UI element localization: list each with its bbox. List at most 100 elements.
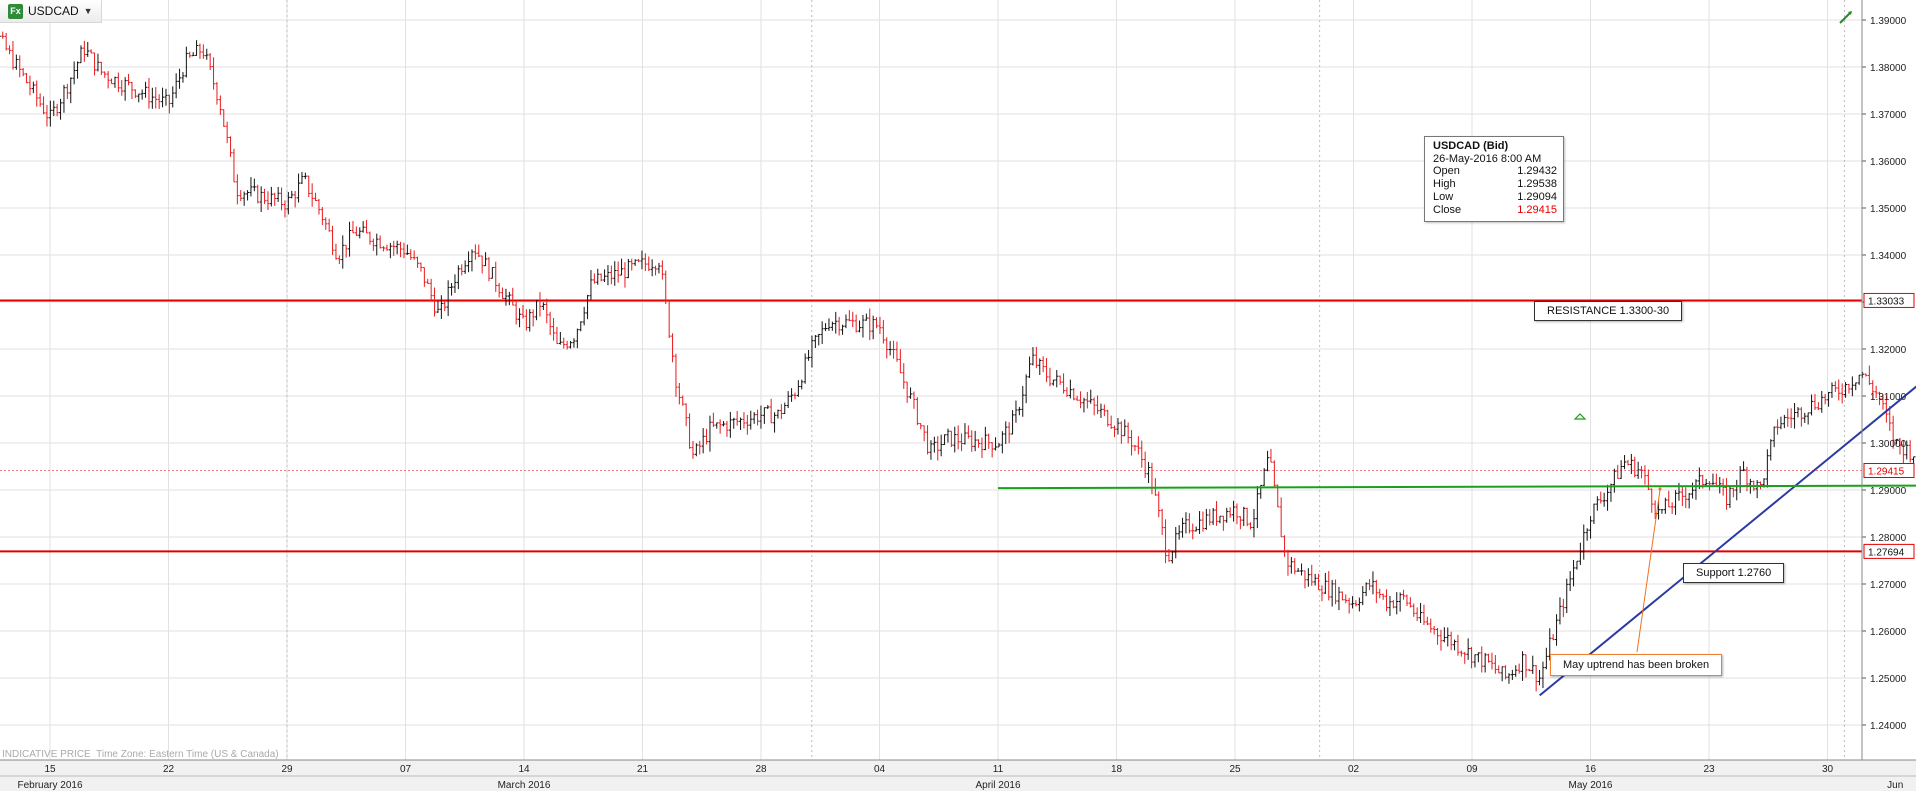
- ohlc-bar: [1456, 634, 1460, 656]
- ohlc-bar: [1048, 367, 1052, 387]
- x-tick-label: 07: [400, 764, 412, 775]
- ohlc-bar: [555, 326, 559, 344]
- ohlc-bar: [1062, 373, 1066, 394]
- resistance-annotation[interactable]: RESISTANCE 1.3300-30: [1534, 301, 1683, 321]
- ohlc-bar: [133, 89, 137, 99]
- ohlc-bar: [609, 265, 613, 285]
- ohlc-bar: [487, 257, 491, 282]
- ohlc-bar: [1786, 408, 1790, 427]
- ohlc-bar: [351, 221, 355, 234]
- uptrend-line: [1539, 385, 1916, 697]
- ohlc-bar: [997, 442, 1001, 448]
- ohlc-bar: [949, 430, 953, 447]
- ohlc-bar: [378, 235, 382, 249]
- ohlc-bar: [728, 411, 732, 438]
- ohlc-bar: [1041, 356, 1045, 373]
- ohlc-bar: [188, 51, 192, 58]
- pencil-trend-icon[interactable]: [1838, 9, 1854, 25]
- ohlc-info-box: USDCAD (Bid) 26-May-2016 8:00 AM Open 1.…: [1424, 136, 1564, 222]
- ohlc-bar: [936, 436, 940, 461]
- ohlc-bar: [1238, 516, 1242, 530]
- ohlc-bar: [1585, 528, 1589, 541]
- ohlc-bar: [1629, 453, 1633, 475]
- ohlc-bar: [1796, 407, 1800, 418]
- ohlc-bar: [694, 443, 698, 457]
- price-label-box: [1863, 292, 1915, 308]
- ohlc-bar: [42, 96, 46, 115]
- indicative-label: INDICATIVE PRICE: [2, 749, 91, 760]
- ohlc-bar: [412, 250, 416, 260]
- ohlc-bar: [1221, 515, 1225, 531]
- ohlc-bar: [422, 267, 426, 287]
- ohlc-bar: [735, 410, 739, 426]
- ohlc-bar: [514, 301, 518, 325]
- ohlc-bar: [718, 419, 722, 434]
- ohlc-bar: [1177, 525, 1181, 540]
- ohlc-bar: [99, 61, 103, 76]
- ohlc-bar: [314, 192, 318, 202]
- ohlc-bar: [1085, 391, 1089, 409]
- ohlc-bar: [1429, 618, 1433, 633]
- ohlc-bar: [878, 316, 882, 335]
- ohlc-bar: [242, 191, 246, 206]
- ohlc-bar: [1089, 389, 1093, 404]
- caret-down-icon[interactable]: ▼: [83, 6, 93, 16]
- ohlc-bar: [1473, 654, 1477, 668]
- ohlc-bar: [1371, 571, 1375, 595]
- ohlc-bar: [1123, 419, 1127, 437]
- ohlc-bar: [385, 244, 389, 251]
- ohlc-bar: [1204, 508, 1208, 530]
- ohlc-bar: [776, 409, 780, 419]
- x-tick-label: 09: [1466, 764, 1478, 775]
- ohlc-bar: [1398, 592, 1402, 612]
- ohlc-bar: [1769, 439, 1773, 461]
- green-level-line: [997, 484, 1916, 490]
- ohlc-bar: [371, 238, 375, 251]
- ohlc-bar: [681, 395, 685, 406]
- ohlc-bar: [1279, 497, 1283, 538]
- symbol-selector[interactable]: Fx USDCAD ▼: [0, 0, 102, 23]
- ohlc-bar: [613, 261, 617, 286]
- ohlc-bar: [538, 292, 542, 317]
- ohlc-bar: [766, 405, 770, 409]
- ohlc-bar: [1381, 593, 1385, 600]
- ohlc-bar: [1419, 602, 1423, 624]
- ohlc-bar: [759, 405, 763, 429]
- ohlc-bar: [572, 338, 576, 348]
- ohlc-bar: [286, 191, 290, 215]
- ohlc-bar: [1517, 663, 1521, 674]
- ohlc-bar: [813, 335, 817, 349]
- ohlc-bar: [983, 426, 987, 451]
- price-label: 1.27694: [1868, 547, 1905, 558]
- ohlc-bar: [1691, 482, 1695, 499]
- ohlc-bar: [1272, 460, 1276, 487]
- y-tick-label: 1.32000: [1870, 345, 1907, 356]
- ohlc-bar: [504, 288, 508, 306]
- indicative-price-note: INDICATIVE PRICE Time Zone: Eastern Time…: [2, 749, 279, 760]
- ohlc-bar: [405, 244, 409, 255]
- ohlc-bar: [1313, 573, 1317, 586]
- ohlc-bar: [1334, 579, 1338, 605]
- ohlc-bar: [120, 80, 124, 96]
- support-annotation[interactable]: Support 1.2760: [1683, 563, 1785, 583]
- ohlc-bar: [698, 440, 702, 455]
- ohlc-bar: [691, 440, 695, 459]
- overlay-layer: [997, 385, 1916, 697]
- month-label: Jun: [1887, 780, 1903, 791]
- x-tick-label: 29: [281, 764, 293, 775]
- ohlc-bar: [888, 341, 892, 356]
- ohlc-bar: [1640, 466, 1644, 479]
- ohlc-bar: [1578, 542, 1582, 566]
- ohlc-bar: [1374, 579, 1378, 604]
- info-value: 1.29432: [1517, 165, 1557, 177]
- uptrend-broken-annotation[interactable]: May uptrend has been broken: [1550, 654, 1723, 676]
- ohlc-bar: [1772, 426, 1776, 448]
- ohlc-bar: [620, 258, 624, 276]
- y-tick-label: 1.30000: [1870, 439, 1907, 450]
- ohlc-bar: [436, 301, 440, 313]
- ohlc-bar: [28, 75, 32, 96]
- ohlc-bar: [769, 398, 773, 424]
- ohlc-bar: [1286, 549, 1290, 576]
